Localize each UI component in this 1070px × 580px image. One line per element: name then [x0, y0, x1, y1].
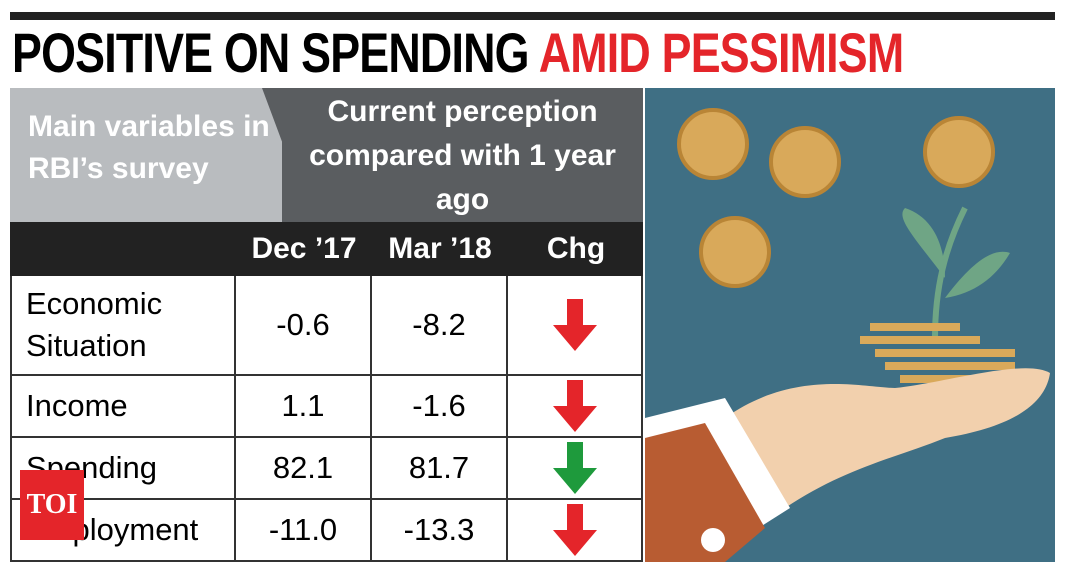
change-cell: [508, 276, 643, 376]
cell-value: 81.7: [372, 438, 508, 500]
cell-value: -11.0: [236, 500, 372, 562]
title: POSITIVE ON SPENDING AMID PESSIMISM: [12, 21, 904, 84]
column-header: Mar ’18: [388, 232, 492, 265]
cell-value: -1.6: [372, 376, 508, 438]
row-label: Economic Situation: [10, 276, 236, 376]
arrow: [552, 504, 597, 556]
title-black: POSITIVE ON SPENDING: [12, 21, 530, 84]
top-rule: [10, 12, 1055, 20]
arrow: [552, 380, 597, 432]
cell-value: -0.6: [236, 276, 372, 376]
column-header: Dec ’17: [251, 232, 357, 265]
column-header: Chg: [546, 232, 606, 265]
cell-value: -8.2: [372, 276, 508, 376]
change-cell: [508, 500, 643, 562]
arrow: [552, 442, 597, 494]
arrow: [552, 299, 597, 351]
cell-value: -13.3: [372, 500, 508, 562]
column-header-bar: [10, 222, 643, 276]
corner-header: Main variables in RBI’s survey: [10, 88, 282, 222]
cell-value: 82.1: [236, 438, 372, 500]
logo: TOI: [20, 470, 84, 540]
change-cell: [508, 376, 643, 438]
row-label: Income: [10, 376, 236, 438]
title-red: AMID PESSIMISM: [538, 21, 904, 84]
change-cell: [508, 438, 643, 500]
cell-value: 1.1: [236, 376, 372, 438]
illustration: [645, 88, 1055, 562]
group-header: Current perception compared with 1 year …: [262, 88, 643, 222]
